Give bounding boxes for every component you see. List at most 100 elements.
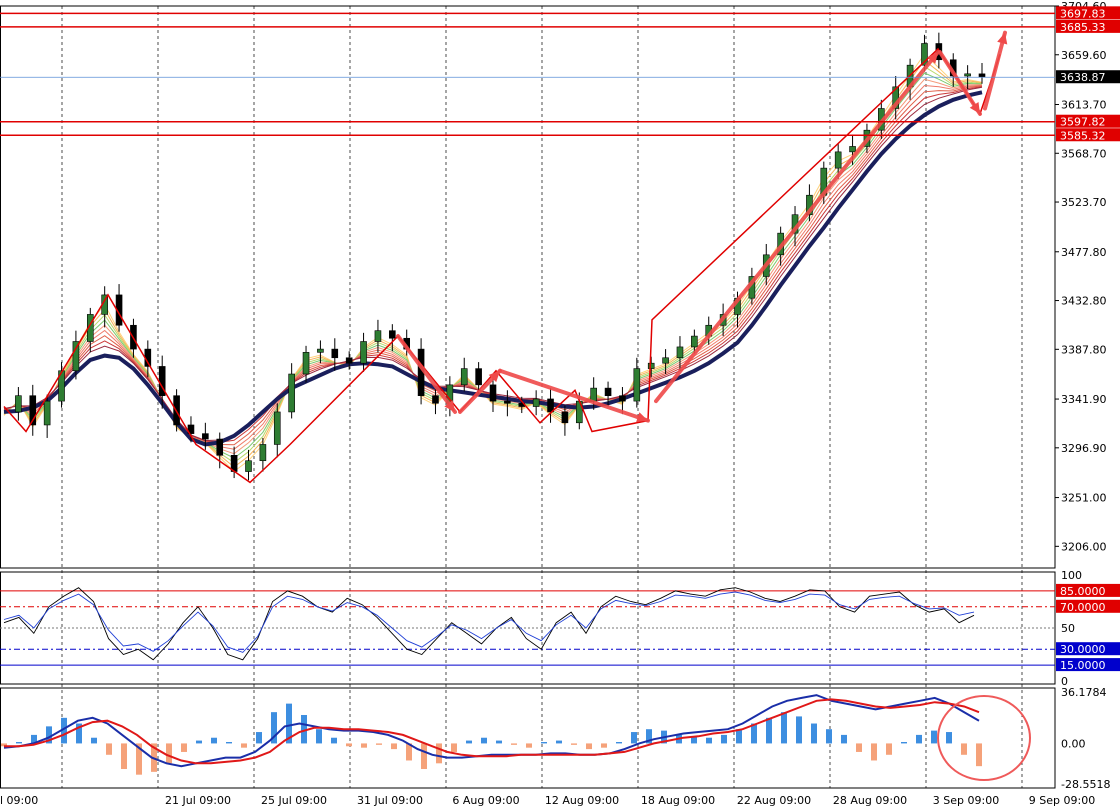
bull-candle [964,73,971,77]
macd-histogram-bar [856,743,862,752]
macd-histogram-bar [361,743,367,748]
macd-histogram-bar [136,743,142,775]
y-tick-label: 3613.70 [1061,99,1107,112]
bear-candle [115,294,123,326]
osc-series-line [3,591,975,653]
osc-series-line [3,587,975,661]
macd-histogram-bar [241,743,247,748]
level-label: 3685.33 [1060,21,1106,34]
trend-arrow [396,334,457,414]
macd-histogram-bar [376,743,382,745]
macd-histogram-bar [181,743,187,752]
macd-histogram-bar [1,743,7,747]
osc-y-tick-label: 50 [1061,622,1075,635]
level-label-box [1056,6,1120,20]
trend-arrow-head [488,370,500,383]
bear-candle [29,395,37,426]
bull-candle [317,348,324,353]
macd-histogram-bar [616,741,622,744]
macd-histogram-bar [556,740,562,744]
y-tick-label: 3387.80 [1061,343,1107,356]
bull-candle [647,362,655,369]
bull-candle [374,330,382,342]
y-tick-label: 3523.70 [1061,196,1107,209]
macd-histogram-bar [166,743,172,764]
bull-candle [288,373,295,413]
bull-candle [245,460,252,472]
macd-histogram-bar [481,737,487,744]
trend-arrow [498,368,650,423]
macd-histogram-bar [631,732,637,744]
macd-histogram-bar [826,729,832,744]
level-label: 3585.32 [1060,129,1106,142]
macd-histogram-bar [601,743,607,748]
macd-histogram-bar [61,717,67,744]
osc-level-label: 85.0000 [1060,585,1106,598]
macd-histogram-bar [811,723,817,744]
trend-arrow [983,30,1007,111]
macd-histogram-bar [271,712,277,744]
macd-histogram-bar [781,712,787,744]
macd-y-tick-label: -28.5518 [1061,778,1110,791]
panel-frame-2 [0,687,1056,789]
level-label-box [1056,19,1120,33]
macd-histogram-bar [766,717,772,744]
macd-histogram-bar [256,732,262,744]
bull-candle [633,368,641,402]
macd-histogram-bar [511,743,517,745]
bear-candle [202,433,209,440]
bear-candle [504,400,511,404]
bear-candle [561,411,569,424]
macd-histogram-bar [211,737,217,744]
macd-series-line [3,694,980,768]
level-label-box [1056,114,1120,128]
bear-candle [547,398,554,413]
macd-histogram-bar [946,732,952,744]
osc-y-tick-label: 100 [1061,569,1082,582]
x-tick-label: 25 Jul 09:00 [261,794,327,807]
macd-histogram-bar [286,703,292,744]
bear-candle [604,387,612,396]
osc-level-label: 70.0000 [1060,601,1106,614]
osc-level-label: 30.0000 [1060,643,1106,656]
osc-level-box [1056,658,1120,672]
current-price-box [1056,70,1120,84]
macd-histogram-bar [106,743,112,755]
x-tick-label: 31 Jul 09:00 [357,794,423,807]
x-tick-label: l 09:00 [0,794,38,807]
bear-candle [619,395,626,402]
bull-candle [834,151,842,169]
y-tick-label: 3432.80 [1061,295,1107,308]
macd-histogram-bar [976,743,982,767]
bull-candle [532,398,540,407]
macd-histogram-bar [691,736,697,744]
bear-candle [489,384,497,402]
trend-arrow-head [997,32,1008,45]
macd-histogram-bar [571,743,577,745]
x-tick-label: 22 Aug 09:00 [737,794,811,807]
y-tick-label: 3477.80 [1061,246,1107,259]
bull-candle [849,146,856,153]
bear-candle [432,395,439,404]
macd-histogram-bar [796,716,802,744]
trend-arrow-head [444,400,455,412]
bear-candle [475,368,482,386]
macd-histogram-bar [301,714,307,744]
macd-histogram-bar [31,734,37,744]
y-tick-label: 3296.90 [1061,442,1107,455]
x-tick-label: 18 Aug 09:00 [641,794,715,807]
macd-histogram-bar [316,729,322,744]
macd-histogram-bar [736,729,742,744]
macd-histogram-bar [721,734,727,744]
macd-histogram-bar [436,743,442,764]
macd-histogram-bar [196,740,202,744]
macd-histogram-bar [421,743,427,770]
macd-histogram-bar [346,743,352,747]
bear-candle [216,438,224,456]
current-price-label: 3638.87 [1060,71,1106,84]
bull-candle [662,357,669,364]
macd-histogram-bar [931,730,937,744]
macd-histogram-bar [331,737,337,744]
macd-histogram-bar [871,743,877,761]
